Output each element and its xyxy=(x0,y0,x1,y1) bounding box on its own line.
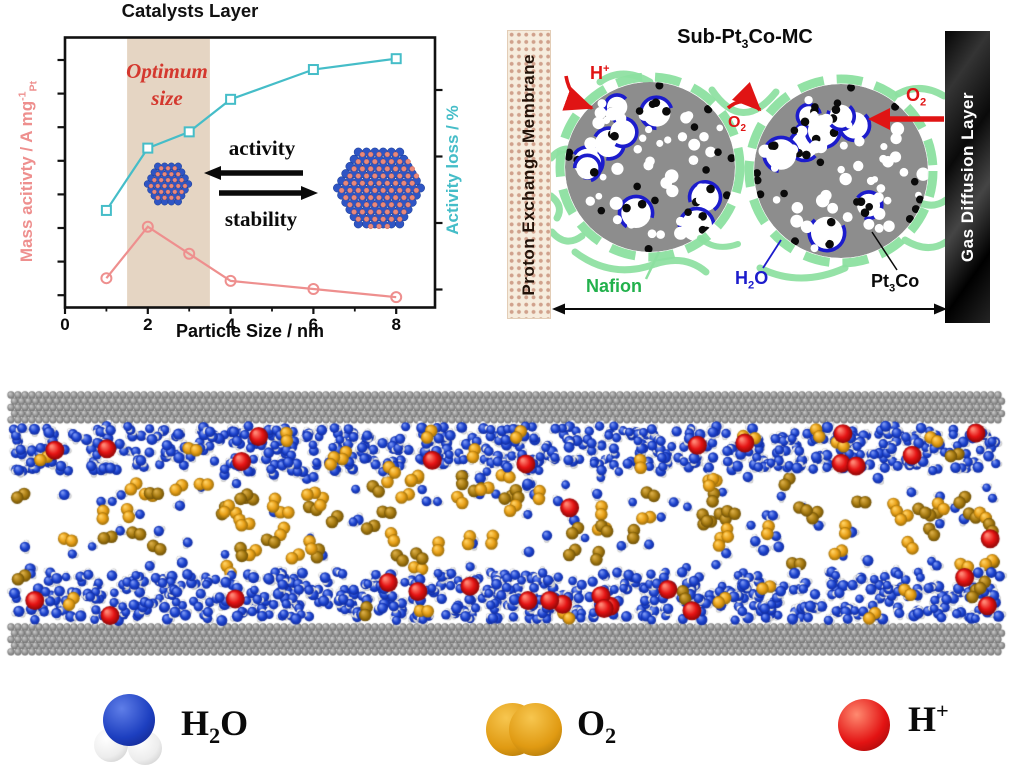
svg-text:6: 6 xyxy=(309,315,318,334)
catalysts-layer-label: Catalysts Layer xyxy=(0,0,380,22)
svg-text:4: 4 xyxy=(226,315,236,334)
optimum-size-annotation: Optimum size xyxy=(107,58,227,113)
legend-proton-label: H+ xyxy=(908,698,949,739)
pt3co-label: Pt3Co xyxy=(871,271,920,295)
oxygen-sphere xyxy=(103,694,155,746)
stability-arrow-label: stability xyxy=(224,207,298,231)
gas-diffusion-layer-bar: Gas Diffusion Layer xyxy=(945,31,990,323)
nanoparticle-cluster xyxy=(143,162,193,206)
oxygen-label-right: O2 xyxy=(906,85,927,109)
catalyst-particle-left xyxy=(565,82,735,252)
legend-oxygen-label: O2 xyxy=(577,703,617,749)
optimum-size-line1: Optimum xyxy=(126,59,208,83)
oxygen-label-middle: O2 xyxy=(728,114,746,135)
svg-text:0: 0 xyxy=(60,315,69,334)
catalyst-layer-schematic: Proton Exchange Membrane Gas Diffusion L… xyxy=(0,0,1013,364)
optimum-size-line2: size xyxy=(151,86,183,111)
svg-text:2: 2 xyxy=(143,315,152,334)
schematic-drawing xyxy=(547,70,950,315)
nanoparticle-cluster xyxy=(333,147,425,230)
water-label: H2O xyxy=(735,268,769,292)
molecular-dynamics-snapshot xyxy=(5,388,1008,656)
schematic-title: Sub-Pt3Co-MC xyxy=(677,26,813,51)
svg-text:8: 8 xyxy=(391,315,400,334)
water-molecule-icon xyxy=(94,694,168,768)
legend-water-label: H2O xyxy=(181,703,249,749)
proton-label: H+ xyxy=(590,63,610,83)
proton-icon xyxy=(838,699,890,751)
x-axis-label: Particle Size / nm xyxy=(175,321,325,341)
pem-bar-label: Proton Exchange Membrane xyxy=(519,53,538,296)
gdl-bar-label: Gas Diffusion Layer xyxy=(957,91,977,263)
catalyst-particle-right xyxy=(754,84,928,258)
activity-arrow-label: activity xyxy=(228,136,296,160)
oxygen-molecule-icon xyxy=(486,701,564,759)
proton-exchange-membrane-bar: Proton Exchange Membrane xyxy=(507,30,551,319)
oxygen-sphere xyxy=(509,703,562,756)
chart-canvas: 0 2 4 6 8 xyxy=(57,36,443,334)
nafion-label: Nafion xyxy=(586,276,642,296)
